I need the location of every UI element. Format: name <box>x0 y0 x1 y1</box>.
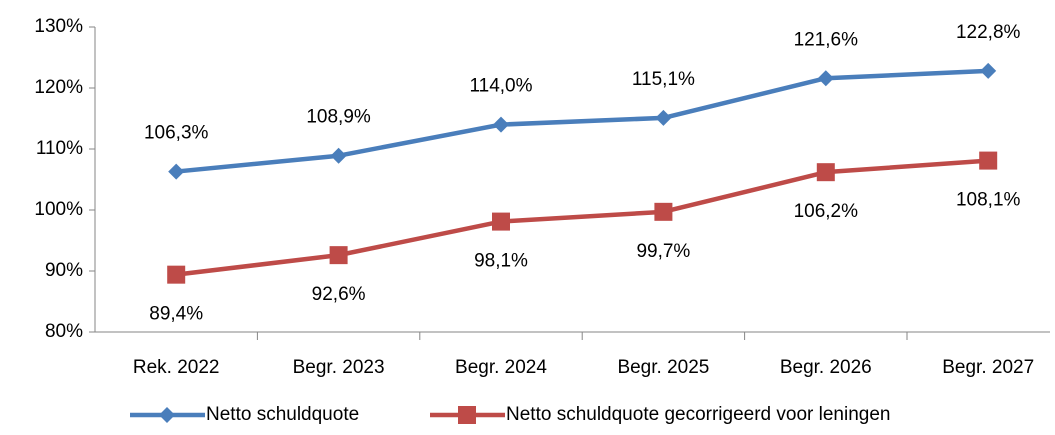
x-tick-label: Begr. 2027 <box>942 357 1034 378</box>
y-tick-label: 110% <box>36 138 83 159</box>
data-label: 106,3% <box>144 123 209 144</box>
data-label: 92,6% <box>312 284 366 305</box>
point <box>979 151 998 170</box>
data-label: 108,1% <box>956 190 1021 211</box>
point <box>329 246 348 265</box>
x-tick-label: Begr. 2024 <box>455 357 547 378</box>
y-tick-label: 130% <box>34 16 83 37</box>
legend-label: Netto schuldquote <box>206 404 359 425</box>
data-label: 114,0% <box>469 76 532 97</box>
point <box>654 202 673 221</box>
point <box>492 212 510 231</box>
data-label: 122,8% <box>956 22 1021 43</box>
x-tick-label: Begr. 2025 <box>617 357 709 378</box>
y-tick-label: 100% <box>34 199 83 220</box>
series-line <box>175 68 989 174</box>
y-tick-label: 90% <box>45 260 83 281</box>
point <box>817 70 834 87</box>
point <box>655 109 672 126</box>
data-label: 99,7% <box>636 241 690 262</box>
x-tick-label: Rek. 2022 <box>133 357 220 378</box>
point <box>168 163 185 180</box>
point <box>816 163 835 182</box>
series-line <box>175 158 989 277</box>
point <box>493 116 509 133</box>
x-tick-label: Begr. 2026 <box>780 357 872 378</box>
legend-label: Netto schuldquote gecorrigeerd voor leni… <box>506 404 890 425</box>
data-label: 89,4% <box>149 304 203 325</box>
legend-marker <box>159 407 175 423</box>
point <box>980 62 997 79</box>
data-label: 108,9% <box>306 107 371 128</box>
y-tick-label: 120% <box>34 77 83 98</box>
data-label: 106,2% <box>794 201 859 222</box>
point <box>167 265 186 284</box>
y-tick-label: 80% <box>45 321 83 342</box>
data-label: 115,1% <box>632 69 695 90</box>
data-label: 121,6% <box>794 29 859 50</box>
x-tick-label: Begr. 2023 <box>293 357 385 378</box>
point <box>330 147 347 164</box>
legend-marker <box>458 406 476 424</box>
data-label: 98,1% <box>474 251 528 272</box>
